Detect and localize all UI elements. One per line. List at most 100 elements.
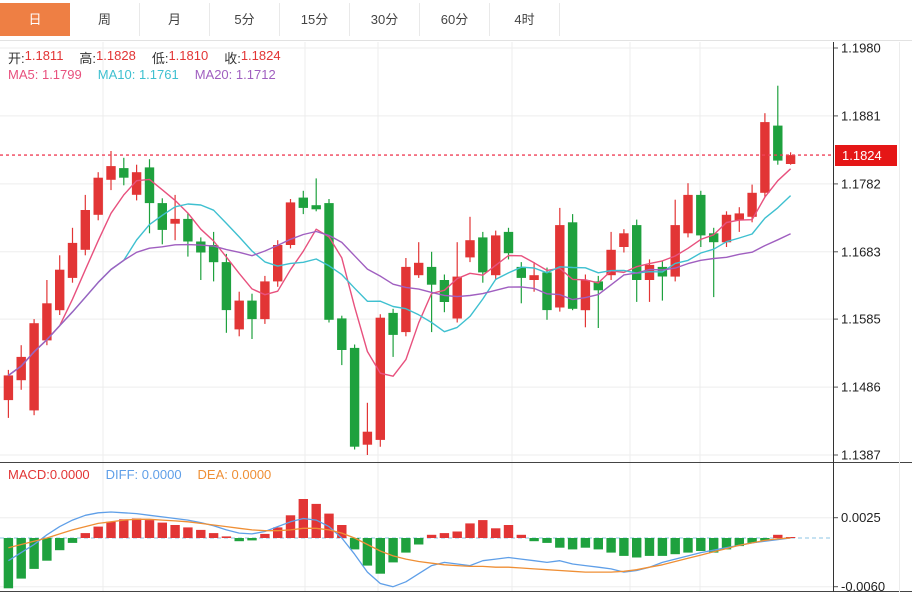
candle-body	[721, 214, 732, 243]
candle-body	[170, 218, 180, 224]
macd-bar	[170, 525, 180, 538]
macd-bar	[221, 536, 232, 538]
macd-bar	[542, 538, 552, 543]
candle-body	[29, 323, 39, 411]
macd-bar	[478, 520, 488, 538]
macd-bar	[388, 538, 398, 563]
macd-value: 0.0000	[49, 467, 90, 482]
ma20-line	[7, 230, 791, 376]
ohlc-legend: 开: 1.1811 高: 1.1828 低: 1.1810 收: 1.1824	[8, 48, 297, 67]
diff-label: DIFF:	[105, 467, 139, 482]
macd-bar	[119, 519, 129, 538]
high-label: 高:	[79, 51, 97, 66]
candle-body	[298, 197, 308, 208]
macd-bar	[465, 523, 475, 538]
macd-bar	[196, 529, 206, 538]
candle-body	[183, 218, 193, 242]
macd-bar	[683, 538, 693, 553]
ma20-label: MA20:	[194, 67, 233, 82]
candle-body	[619, 233, 629, 247]
ma-legend: MA5: 1.1799 MA10: 1.1761 MA20: 1.1712	[8, 67, 292, 82]
candle-body	[760, 122, 770, 193]
macd-axis-label: -0.0060	[841, 579, 885, 592]
diff-value: 0.0000	[141, 467, 182, 482]
main-candlestick-chart[interactable]: 1.1980 1.1881 1.1782 1.1683 1.1585 1.1486 1.13…	[0, 42, 912, 462]
macd-bar	[260, 533, 270, 538]
macd-bar	[234, 538, 244, 542]
tab-4hour[interactable]: 4时	[490, 3, 560, 36]
macd-bar	[362, 538, 373, 566]
candle-body	[3, 375, 14, 401]
macd-bar	[414, 538, 424, 545]
candle-body	[401, 266, 411, 333]
macd-bar	[106, 521, 116, 538]
candle-body	[234, 300, 244, 330]
candle-body	[593, 281, 603, 291]
ma5-line	[7, 168, 792, 377]
candle-body	[208, 245, 219, 263]
candle-body	[247, 300, 257, 320]
macd-bar	[734, 538, 744, 547]
macd-bar	[80, 533, 90, 538]
tab-60min[interactable]: 60分	[420, 3, 490, 36]
candle-body	[503, 231, 514, 254]
candle-body	[93, 177, 103, 215]
open-value: 1.1811	[24, 48, 64, 63]
candle-body	[375, 317, 385, 440]
tab-month[interactable]: 月	[140, 3, 210, 36]
macd-bar	[760, 538, 770, 541]
candle-body	[709, 233, 719, 243]
candle-body	[106, 166, 116, 180]
macd-bar	[157, 522, 167, 538]
dea-value: 0.0000	[231, 467, 272, 482]
timeframe-tabbar: 日周月 5分 15分 30分 60分 4时	[0, 0, 912, 41]
macd-bar	[503, 525, 514, 538]
macd-chart[interactable]: 0.0025 -0.0060	[0, 462, 912, 592]
candle-body	[734, 213, 744, 221]
high-value: 1.1828	[96, 48, 136, 63]
candle-body	[42, 303, 52, 341]
macd-bar	[401, 538, 411, 553]
macd-bar	[657, 538, 668, 556]
candle-body	[362, 431, 373, 445]
candle-body	[119, 168, 129, 178]
macd-bar	[567, 538, 578, 550]
macd-bar	[183, 527, 193, 538]
tab-15min[interactable]: 15分	[280, 3, 350, 36]
dea-line	[8, 518, 791, 573]
macd-bar	[439, 533, 450, 538]
candle-body	[260, 281, 270, 320]
tab-day[interactable]: 日	[0, 3, 70, 36]
macd-bar	[696, 538, 706, 551]
candle-body	[157, 203, 167, 230]
macd-bar	[670, 538, 680, 555]
candle-body	[285, 202, 296, 245]
tab-5min[interactable]: 5分	[210, 3, 280, 36]
macd-bar	[16, 538, 26, 579]
ma5-label: MA5:	[8, 67, 39, 82]
candle-body	[131, 172, 142, 195]
macd-bar	[3, 538, 14, 589]
macd-bar	[55, 538, 65, 551]
ma5-value: 1.1799	[41, 67, 82, 82]
price-axis-label: 1.1387	[841, 448, 881, 463]
open-label: 开:	[8, 51, 25, 66]
close-value: 1.1824	[240, 48, 281, 63]
macd-bar	[208, 533, 219, 538]
low-label: 低:	[151, 51, 169, 66]
macd-bar	[247, 538, 257, 541]
tab-week[interactable]: 周	[70, 3, 140, 36]
macd-bar	[93, 526, 103, 538]
price-axis-label: 1.1585	[841, 312, 881, 327]
macd-bar	[632, 538, 642, 558]
macd-bar	[29, 538, 39, 569]
price-axis-label: 1.1486	[841, 380, 881, 395]
price-axis-label: 1.1980	[841, 42, 881, 56]
macd-bar	[324, 513, 334, 538]
candle-body	[311, 205, 321, 210]
macd-bar	[593, 538, 603, 550]
macd-bar	[580, 538, 591, 548]
macd-bar	[452, 531, 462, 538]
ma10-line	[7, 195, 792, 376]
tab-30min[interactable]: 30分	[350, 3, 420, 36]
